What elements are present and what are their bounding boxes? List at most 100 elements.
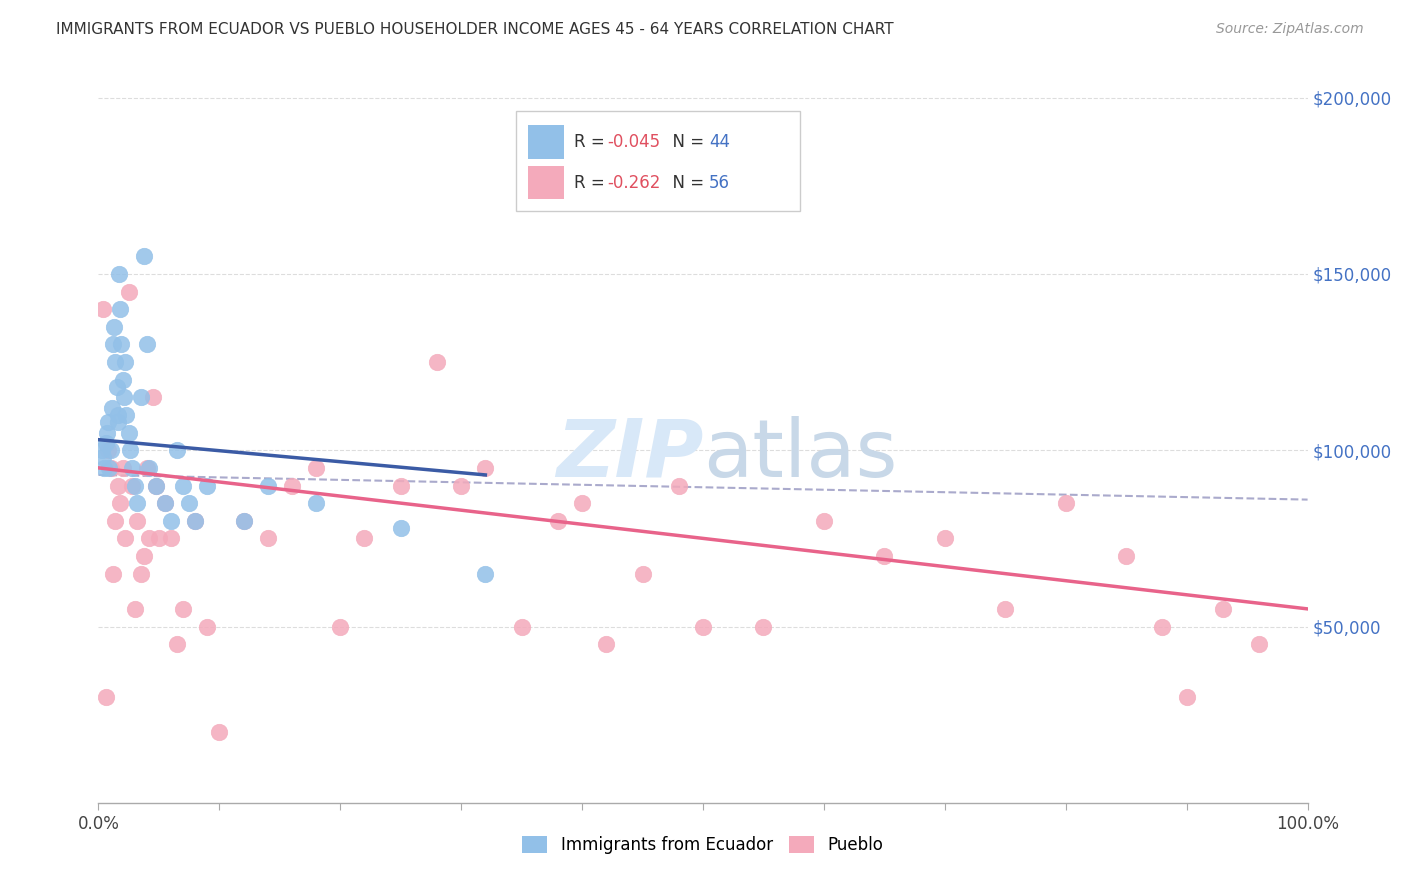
Point <box>195 619 218 633</box>
Point <box>353 532 375 546</box>
Point <box>111 461 134 475</box>
Point <box>547 514 569 528</box>
Point <box>91 443 114 458</box>
Point <box>153 496 176 510</box>
Point <box>97 415 120 429</box>
Point <box>108 302 131 317</box>
Point <box>145 478 167 492</box>
Point <box>510 619 533 633</box>
Point <box>96 425 118 440</box>
Point <box>100 401 122 415</box>
Point <box>195 478 218 492</box>
Point <box>166 637 188 651</box>
Text: R =: R = <box>574 134 610 152</box>
Point <box>114 532 136 546</box>
Point <box>1054 496 1077 510</box>
Point <box>127 514 149 528</box>
Point <box>97 443 120 458</box>
Point <box>873 549 896 563</box>
Point <box>101 566 124 581</box>
Point <box>160 514 183 528</box>
Point <box>305 461 328 475</box>
Text: N =: N = <box>662 134 709 152</box>
Point <box>104 355 127 369</box>
Point <box>138 461 160 475</box>
Point <box>142 390 165 404</box>
Point <box>103 319 125 334</box>
Point <box>595 637 617 651</box>
Point <box>256 478 278 492</box>
Point <box>135 337 157 351</box>
Point <box>93 461 115 475</box>
Point <box>135 461 157 475</box>
Text: atlas: atlas <box>703 416 897 494</box>
Point <box>692 619 714 633</box>
Legend: Immigrants from Ecuador, Pueblo: Immigrants from Ecuador, Pueblo <box>516 830 890 861</box>
Point <box>118 285 141 299</box>
Point <box>752 619 775 633</box>
Point <box>129 566 152 581</box>
Point <box>91 450 114 465</box>
Point <box>184 514 207 528</box>
Point <box>91 302 114 317</box>
Text: 56: 56 <box>709 174 730 192</box>
Point <box>426 355 449 369</box>
Point <box>134 549 156 563</box>
Point <box>172 478 194 492</box>
Point <box>124 602 146 616</box>
FancyBboxPatch shape <box>527 166 564 200</box>
Point <box>179 496 201 510</box>
Point <box>101 337 124 351</box>
Point <box>148 532 170 546</box>
Point <box>571 496 593 510</box>
Text: -0.262: -0.262 <box>607 174 661 192</box>
Text: R =: R = <box>574 174 610 192</box>
Point <box>114 355 136 369</box>
Point <box>1212 602 1234 616</box>
Point <box>232 514 254 528</box>
Point <box>145 478 167 492</box>
Text: -0.045: -0.045 <box>607 134 661 152</box>
Point <box>329 619 352 633</box>
Point <box>281 478 304 492</box>
Point <box>256 532 278 546</box>
Point <box>1115 549 1137 563</box>
Point <box>107 478 129 492</box>
Point <box>110 337 132 351</box>
Point <box>389 521 412 535</box>
Text: ZIP: ZIP <box>555 416 703 494</box>
Point <box>166 443 188 458</box>
Point <box>94 436 117 450</box>
Point <box>100 443 122 458</box>
Point <box>813 514 835 528</box>
Point <box>121 461 143 475</box>
Point <box>668 478 690 492</box>
Point <box>111 373 134 387</box>
Point <box>94 690 117 704</box>
Point <box>208 725 231 739</box>
Point <box>107 408 129 422</box>
Point <box>232 514 254 528</box>
Point <box>129 390 152 404</box>
Point <box>98 461 121 475</box>
Point <box>105 380 128 394</box>
Point <box>184 514 207 528</box>
FancyBboxPatch shape <box>527 126 564 159</box>
Point <box>112 390 135 404</box>
Point <box>474 566 496 581</box>
Point <box>389 478 412 492</box>
Point <box>153 496 176 510</box>
Point <box>104 514 127 528</box>
Point <box>100 461 122 475</box>
Point <box>160 532 183 546</box>
Point <box>305 496 328 510</box>
Point <box>107 415 129 429</box>
Point <box>994 602 1017 616</box>
Point <box>127 496 149 510</box>
Point <box>108 267 131 281</box>
Point <box>138 532 160 546</box>
Point <box>1175 690 1198 704</box>
Point <box>108 496 131 510</box>
Point <box>172 602 194 616</box>
Text: 44: 44 <box>709 134 730 152</box>
